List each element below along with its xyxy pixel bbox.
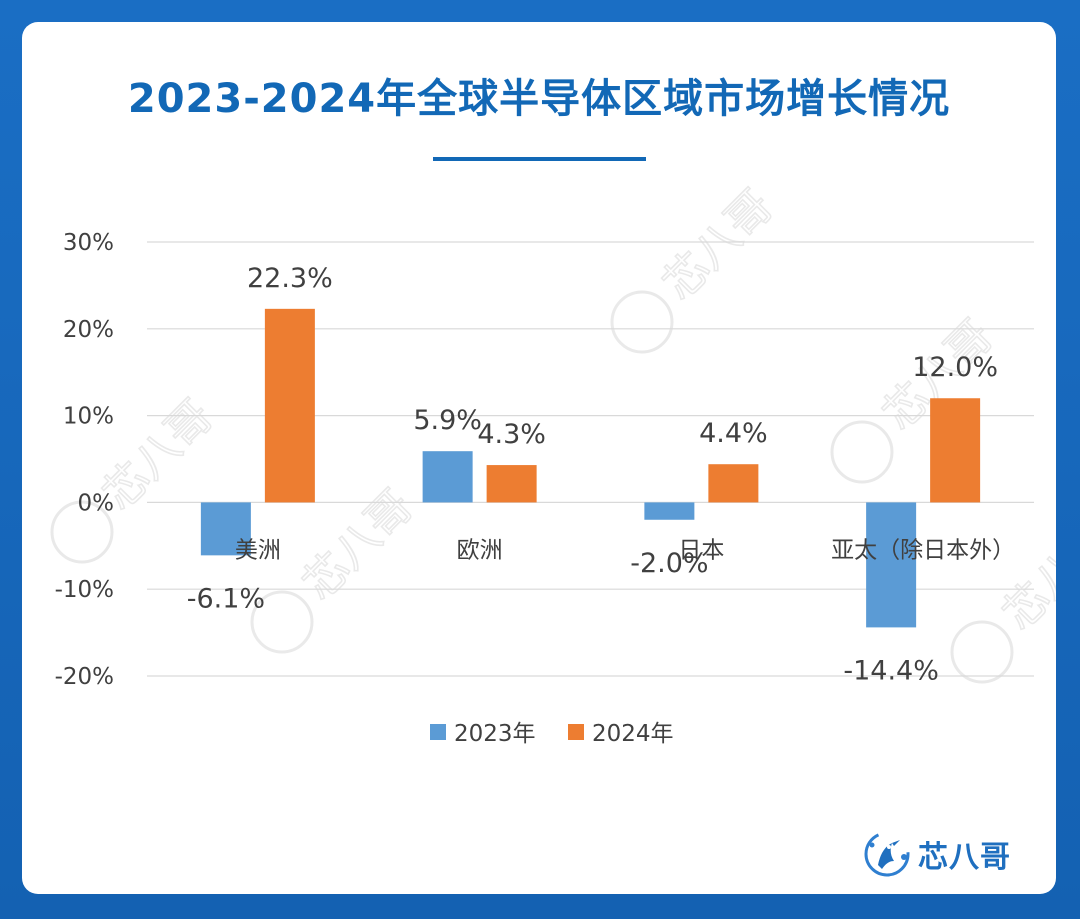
category-label: 欧洲 bbox=[457, 537, 503, 563]
bar-2024 bbox=[486, 465, 537, 503]
data-label: 4.4% bbox=[699, 418, 768, 449]
legend-swatch bbox=[430, 724, 446, 740]
bars bbox=[200, 308, 981, 628]
y-tick-label: 20% bbox=[63, 317, 114, 343]
y-tick-label: 30% bbox=[63, 230, 114, 256]
bar-2024 bbox=[708, 464, 759, 503]
legend-label: 2024年 bbox=[592, 721, 674, 747]
bar-2023 bbox=[866, 502, 917, 628]
watermark: 芯八哥 bbox=[610, 180, 784, 354]
legend: 2023年 2024年 bbox=[430, 721, 674, 747]
bar-2023 bbox=[644, 502, 695, 520]
y-tick-label: 0% bbox=[78, 490, 115, 516]
watermark-logo-icon bbox=[610, 290, 674, 354]
watermark-logo-icon bbox=[50, 500, 114, 564]
y-tick-label: -10% bbox=[55, 577, 114, 603]
category-labels: 美洲 欧洲 日本 亚太（除日本外） bbox=[235, 537, 1015, 563]
legend-swatch bbox=[568, 724, 584, 740]
data-label: -6.1% bbox=[187, 583, 265, 614]
watermark-logo-icon bbox=[250, 590, 314, 654]
category-label: 美洲 bbox=[235, 537, 281, 563]
data-labels: -6.1% 22.3% 5.9%4.3% -2.0% 4.4% -14.4% 12.0% bbox=[187, 263, 998, 687]
y-tick-label: -20% bbox=[55, 664, 114, 690]
bar-2024 bbox=[930, 398, 981, 503]
data-label: 5.9% bbox=[413, 405, 482, 436]
chart-card: 2023-2024年全球半导体区域市场增长情况 芯八哥 芯八哥 芯八哥 芯八哥 芯八哥 … bbox=[22, 22, 1056, 894]
title-underline bbox=[433, 157, 646, 161]
category-label: 日本 bbox=[678, 537, 724, 563]
y-tick-label: 10% bbox=[63, 404, 114, 430]
data-label: 12.0% bbox=[912, 352, 998, 383]
bar-2023 bbox=[200, 502, 251, 556]
y-axis-ticks: 30% 20% 10% 0% -10% -20% bbox=[55, 230, 114, 690]
bird-logo-icon bbox=[864, 831, 910, 877]
bar-2024 bbox=[264, 308, 315, 503]
page-title: 2023-2024年全球半导体区域市场增长情况 bbox=[127, 76, 951, 122]
brand-name: 芯八哥 bbox=[918, 840, 1011, 875]
watermark-text: 芯八哥 bbox=[653, 181, 782, 310]
data-label: 4.3% bbox=[477, 419, 546, 450]
data-label: 22.3% bbox=[247, 263, 333, 294]
watermark: 芯八哥 bbox=[950, 510, 1056, 684]
watermark-logo-icon bbox=[950, 620, 1014, 684]
brand-logo: 芯八哥 bbox=[860, 822, 1011, 886]
watermark: 芯八哥 bbox=[250, 480, 424, 654]
legend-label: 2023年 bbox=[454, 721, 536, 747]
bar-2023 bbox=[422, 451, 473, 503]
data-label: -14.4% bbox=[843, 655, 939, 686]
category-label: 亚太（除日本外） bbox=[831, 537, 1015, 563]
watermark-text: 芯八哥 bbox=[993, 511, 1056, 640]
data-label: -2.0% bbox=[630, 548, 708, 579]
watermark-logo-icon bbox=[830, 420, 894, 484]
